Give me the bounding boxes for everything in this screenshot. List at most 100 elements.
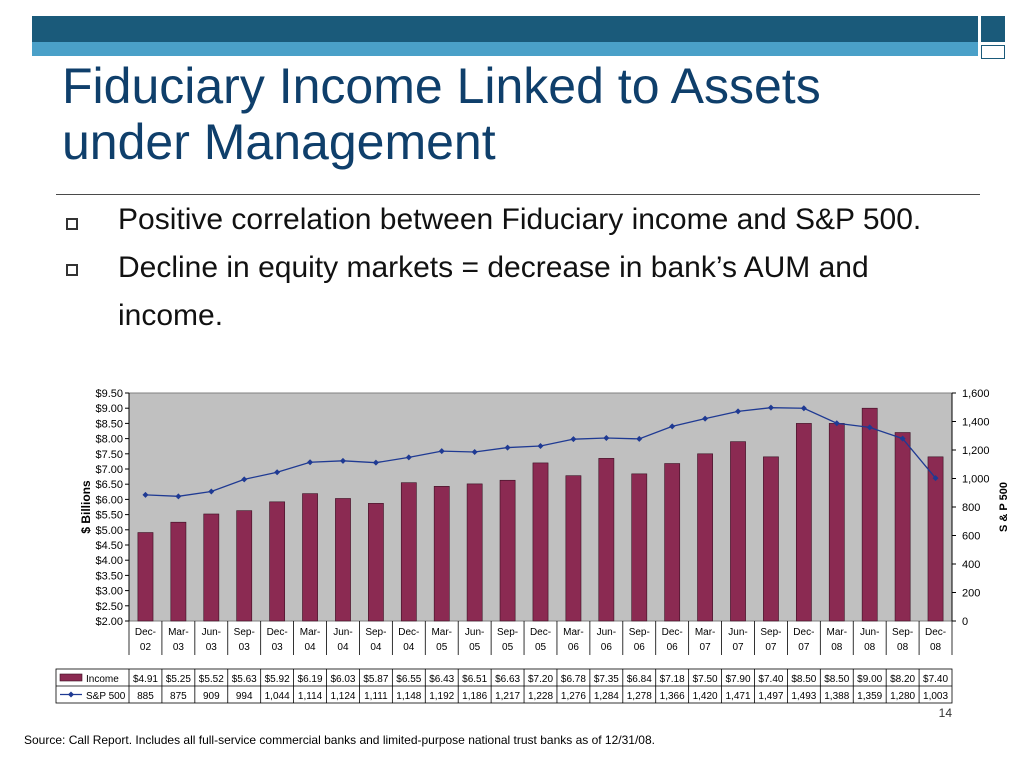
x-tick-label: Mar-	[431, 627, 452, 638]
bar-income	[137, 532, 154, 622]
x-tick-label: 05	[535, 642, 547, 653]
slide-title: Fiduciary Income Linked to Assets under …	[62, 58, 821, 170]
y2-tick-label: 800	[962, 502, 980, 514]
y-tick-label: $4.00	[95, 555, 123, 567]
x-tick-label: 06	[667, 642, 679, 653]
data-table-cell: $6.03	[330, 674, 355, 685]
y2-axis-title: S & P 500	[998, 482, 1010, 532]
bar-income	[466, 483, 483, 622]
bar-income	[269, 501, 286, 622]
data-table-cell: 1,124	[330, 691, 355, 702]
y-tick-label: $5.50	[95, 510, 123, 522]
data-table-cell: $7.40	[923, 674, 948, 685]
x-tick-label: 03	[173, 642, 185, 653]
x-tick-label: 04	[337, 642, 349, 653]
bullet-text: Positive correlation between Fiduciary i…	[118, 203, 922, 236]
bar-income	[927, 456, 944, 622]
y-tick-label: $9.50	[95, 388, 123, 400]
data-table-cell: 1,192	[429, 691, 454, 702]
header-stripe	[32, 42, 978, 56]
data-table-cell: 1,148	[396, 691, 421, 702]
x-tick-label: 04	[304, 642, 316, 653]
y-tick-label: $4.50	[95, 540, 123, 552]
x-tick-label: Dec-	[662, 627, 683, 638]
y2-tick-label: 1,400	[962, 417, 990, 429]
y-tick-label: $8.00	[95, 434, 123, 446]
bullet-item: Decline in equity markets = decrease in …	[66, 244, 966, 340]
x-tick-label: Mar-	[563, 627, 584, 638]
data-table-cell: 1,186	[462, 691, 487, 702]
data-table-cell: 1,388	[824, 691, 849, 702]
data-table-cell: 1,497	[758, 691, 783, 702]
bar-income	[368, 503, 384, 622]
x-tick-label: Sep-	[892, 627, 913, 638]
sp500-point	[175, 493, 182, 500]
sp500-point	[669, 423, 676, 430]
sp500-point	[866, 424, 873, 431]
x-tick-label: Sep-	[629, 627, 650, 638]
x-tick-label: Mar-	[168, 627, 189, 638]
data-table-cell: $6.84	[627, 674, 652, 685]
corner-block	[981, 16, 1005, 42]
legend-label-sp500: S&P 500	[86, 691, 126, 702]
data-table-cell: 1,366	[660, 691, 685, 702]
data-table-cell: $6.63	[495, 674, 520, 685]
source-note: Source: Call Report. Includes all full-s…	[24, 733, 655, 747]
bar-income	[565, 475, 582, 622]
legend-label-income: Income	[86, 674, 119, 685]
data-table-cell: $5.92	[265, 674, 290, 685]
data-table-cell: 1,217	[495, 691, 520, 702]
sp500-point	[339, 457, 346, 464]
x-tick-label: 08	[897, 642, 909, 653]
data-table-cell: $7.18	[660, 674, 685, 685]
bar-income	[861, 407, 878, 622]
corner-box	[981, 45, 1005, 59]
bar-income	[335, 498, 351, 622]
y-tick-label: $6.50	[95, 479, 123, 491]
x-tick-label: Jun-	[202, 627, 221, 638]
data-table-cell: $5.63	[232, 674, 257, 685]
data-table-cell: $6.43	[429, 674, 454, 685]
x-tick-label: Mar-	[300, 627, 321, 638]
bar-income	[730, 441, 746, 622]
x-tick-label: 04	[370, 642, 382, 653]
y-tick-label: $7.50	[95, 449, 123, 461]
data-table-cell: 1,228	[528, 691, 553, 702]
x-tick-label: 03	[272, 642, 284, 653]
sp500-point	[241, 476, 248, 483]
data-table-cell: 1,420	[693, 691, 718, 702]
data-table-cell: $4.91	[133, 674, 158, 685]
sp500-point	[702, 415, 709, 422]
x-tick-label: Sep-	[760, 627, 781, 638]
data-table-cell: $8.50	[791, 674, 816, 685]
y2-tick-label: 1,000	[962, 474, 990, 486]
bar-income	[598, 458, 615, 622]
sp500-point	[471, 448, 478, 455]
y-tick-label: $2.50	[95, 601, 123, 613]
x-tick-label: Dec-	[135, 627, 156, 638]
x-tick-label: Jun-	[728, 627, 747, 638]
x-tick-label: 02	[140, 642, 152, 653]
x-tick-label: Jun-	[465, 627, 484, 638]
y2-tick-label: 1,600	[962, 388, 990, 400]
x-tick-label: Dec-	[267, 627, 288, 638]
sp500-point	[142, 491, 149, 498]
bullet-text: Decline in equity markets = decrease in …	[118, 251, 869, 332]
y2-tick-label: 200	[962, 588, 980, 600]
bar-income	[170, 521, 187, 622]
x-tick-label: 05	[502, 642, 514, 653]
x-tick-label: Sep-	[365, 627, 386, 638]
data-table-cell: 1,471	[726, 691, 751, 702]
square-bullet-icon	[66, 218, 78, 230]
data-table-cell: $6.78	[561, 674, 586, 685]
data-table-cell: $6.51	[462, 674, 487, 685]
x-tick-label: Dec-	[398, 627, 419, 638]
sp500-point	[405, 454, 412, 461]
square-bullet-icon	[66, 264, 78, 276]
data-table-cell: 1,280	[890, 691, 915, 702]
x-tick-label: 06	[568, 642, 580, 653]
x-tick-label: 04	[403, 642, 415, 653]
bar-income	[631, 473, 648, 622]
data-table-cell: $7.40	[758, 674, 783, 685]
x-tick-label: 07	[798, 642, 810, 653]
